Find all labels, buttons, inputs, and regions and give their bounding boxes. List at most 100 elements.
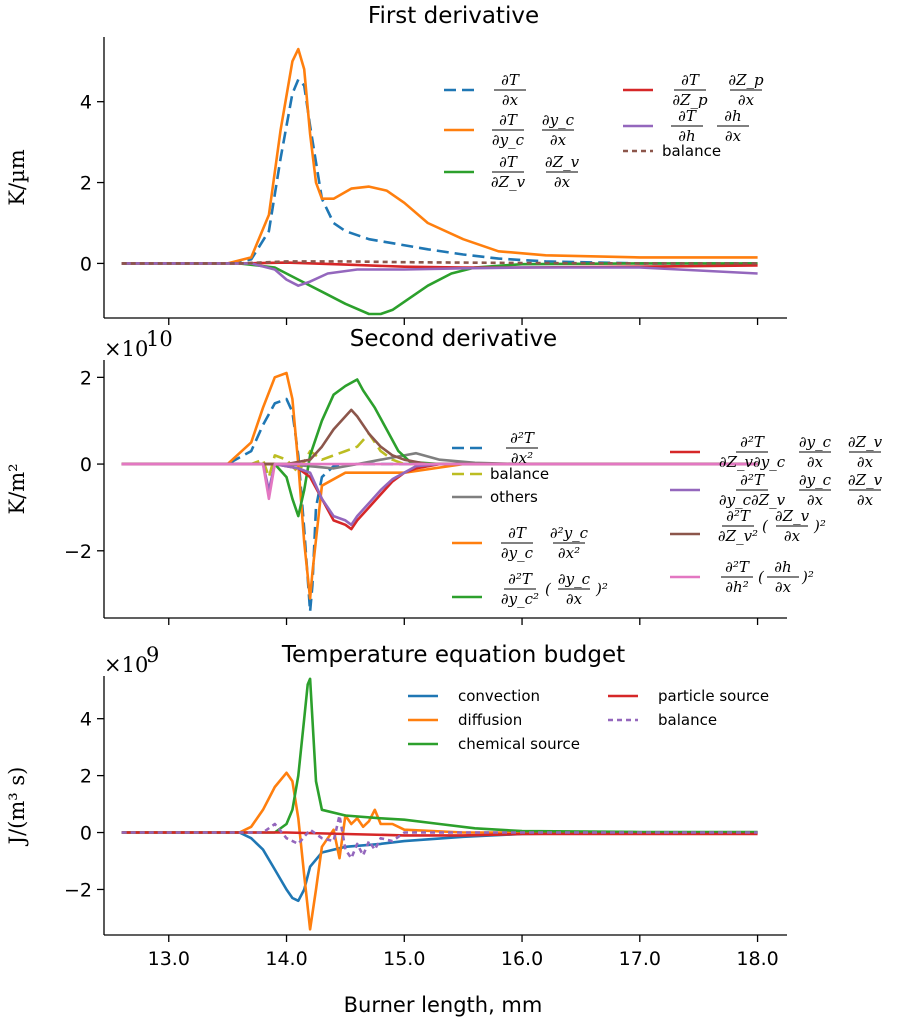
legend-math-numerator: ∂T	[499, 111, 518, 129]
series-line-2	[121, 432, 758, 479]
series-line-4	[121, 371, 758, 600]
y-tick-label: 0	[80, 823, 92, 845]
legend-math-numerator: ∂h	[724, 107, 741, 125]
y-tick-label: −2	[64, 541, 92, 563]
legend-math-numerator: ∂y_c	[542, 111, 575, 129]
legend-math-numerator: ∂²T	[740, 433, 765, 451]
y-axis-label: J/(m³ s)	[5, 767, 29, 847]
legend-math-denominator: ∂x²	[511, 449, 533, 467]
series-line-2	[121, 771, 758, 931]
y-tick-label: 0	[80, 253, 92, 275]
legend-paren: (	[762, 517, 769, 535]
legend-panel-1: ∂T∂x∂T∂y_c∂y_c∂x∂T∂Z_v∂Z_v∂x∂T∂Z_p∂Z_p∂x…	[444, 71, 764, 191]
legend-math-denominator: ∂h	[678, 127, 695, 145]
panel-3: Temperature equation budget −2 0 2 4 13.0 14.0…	[5, 642, 787, 970]
series-line-6	[121, 260, 758, 265]
legend-math-denominator: ∂x	[857, 491, 874, 509]
legend-math-numerator: ∂T	[678, 107, 697, 125]
legend-panel-2: ∂²T∂x²balanceothers∂T∂y_c∂²y_c∂x²∂²T∂y_c…	[452, 429, 883, 608]
legend-math-denominator: ∂Z_p	[672, 91, 708, 109]
panel-title: Second derivative	[350, 326, 557, 352]
legend-paren: )²	[595, 580, 608, 598]
legend-math-numerator: ∂Z_p	[728, 71, 764, 89]
legend-label: chemical source	[458, 735, 580, 753]
legend-label: balance	[490, 465, 549, 483]
legend-math-numerator: ∂h	[774, 558, 791, 576]
legend-panel-3: convection diffusion chemical source partic…	[408, 687, 769, 753]
legend-math-numerator: ∂²T	[508, 570, 533, 588]
legend-math-denominator: ∂y_c²	[501, 590, 539, 608]
legend-label: particle source	[658, 687, 769, 705]
legend-math-denominator: ∂x	[738, 91, 755, 109]
legend-math-numerator: ∂y_c	[558, 570, 591, 588]
x-tick-label: 18.0	[736, 948, 778, 970]
legend-math-numerator: ∂Z_v	[848, 471, 883, 489]
x-tick-label: 17.0	[619, 948, 661, 970]
y-axis-label: K/µm	[5, 149, 29, 205]
offset-exponent: 10	[146, 327, 173, 351]
legend-math-numerator: ∂Z_v	[848, 433, 883, 451]
legend-paren: )²	[801, 568, 814, 586]
series-line-5	[121, 262, 758, 287]
legend-math-denominator: ∂x	[775, 578, 792, 596]
y-tick-label: 4	[80, 709, 92, 731]
legend-math-numerator: ∂y_c	[799, 471, 832, 489]
y-tick-label: 2	[80, 367, 92, 389]
offset-exponent: 9	[146, 643, 159, 667]
panel-1: First derivative 0 2 4 K/µm	[5, 3, 787, 325]
legend-math-denominator: ∂x	[725, 127, 742, 145]
legend-math-numerator: ∂T	[499, 153, 518, 171]
legend-math-denominator: ∂y_c∂Z_v	[719, 491, 786, 509]
legend-math-numerator: ∂²T	[726, 507, 751, 525]
legend-math-numerator: ∂²T	[510, 429, 535, 447]
x-axis-label: Burner length, mm	[344, 993, 543, 1017]
y-tick-label: −2	[64, 879, 92, 901]
x-tick-label: 16.0	[501, 948, 543, 970]
panel-title: First derivative	[368, 3, 539, 29]
legend-math-numerator: ∂T	[681, 71, 700, 89]
legend-math-numerator: ∂Z_v	[775, 507, 810, 525]
y-tick-label: 2	[80, 173, 92, 195]
panel-title: Temperature equation budget	[281, 642, 625, 668]
legend-math-numerator: ∂²T	[740, 471, 765, 489]
x-tick-label: 13.0	[148, 948, 190, 970]
legend-math-denominator: ∂Z_v²	[718, 527, 758, 545]
y-tick-label: 2	[80, 766, 92, 788]
legend-math-denominator: ∂x	[784, 527, 801, 545]
legend-math-numerator: ∂Z_v	[545, 153, 580, 171]
legend-label: diffusion	[458, 711, 522, 729]
legend-math-denominator: ∂x	[807, 491, 824, 509]
legend-math-numerator: ∂T	[508, 524, 527, 542]
legend-math-denominator: ∂x	[554, 173, 571, 191]
legend-paren: (	[758, 568, 765, 586]
series-line-2	[121, 47, 758, 265]
legend-math-denominator: ∂Z_v	[491, 173, 526, 191]
legend-label: convection	[458, 687, 540, 705]
legend-math-denominator: ∂y_c	[501, 544, 534, 562]
series-line-8	[121, 408, 758, 466]
legend-math-numerator: ∂y_c	[799, 433, 832, 451]
legend-math-denominator: ∂x	[807, 453, 824, 471]
series-line-3	[121, 262, 758, 316]
y-axis-label: K/m²	[5, 463, 29, 514]
x-tick-label: 14.0	[265, 948, 307, 970]
legend-math-denominator: ∂x	[550, 131, 567, 149]
legend-math-denominator: ∂Z_v∂y_c	[719, 453, 786, 471]
legend-math-denominator: ∂y_c	[492, 131, 525, 149]
legend-math-denominator: ∂x²	[558, 544, 580, 562]
legend-math-numerator: ∂²T	[725, 558, 750, 576]
legend-math-denominator: ∂x	[857, 453, 874, 471]
y-tick-label: 0	[80, 454, 92, 476]
legend-label: balance	[662, 142, 721, 160]
legend-math-denominator: ∂x	[502, 91, 519, 109]
series-line-9	[121, 462, 758, 501]
offset-text: ×10	[104, 653, 148, 677]
series-line-3	[121, 677, 758, 834]
legend-math-denominator: ∂h²	[725, 578, 748, 596]
legend-math-numerator: ∂T	[501, 71, 520, 89]
series-line-6	[121, 462, 758, 531]
legend-math-numerator: ∂²y_c	[550, 524, 589, 542]
y-tick-label: 4	[80, 92, 92, 114]
